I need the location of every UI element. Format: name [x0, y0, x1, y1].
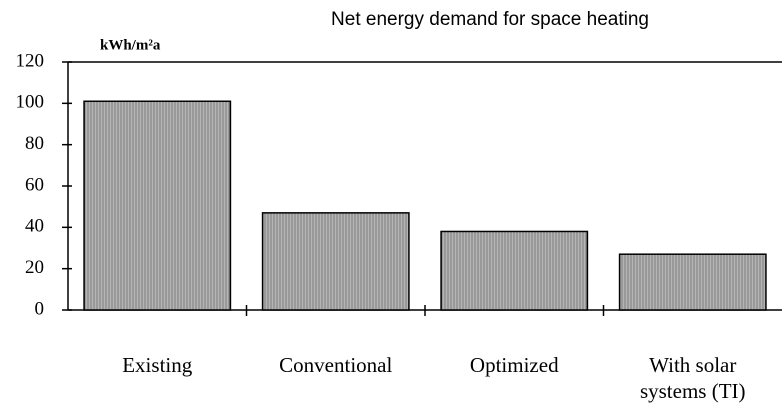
y-tick-label: 120: [16, 50, 45, 71]
x-tick-label: Optimized: [469, 353, 559, 377]
bar: [83, 100, 232, 311]
x-tick-label: Conventional: [279, 353, 393, 377]
bar: [261, 212, 410, 311]
x-tick-label: Existing: [122, 353, 193, 377]
y-tick-label: 20: [25, 257, 44, 278]
chart-title: Net energy demand for space heating: [331, 9, 649, 30]
y-tick-label: 60: [25, 174, 44, 195]
y-axis-label: kWh/m²a: [100, 37, 161, 53]
y-tick-label: 80: [25, 133, 44, 154]
x-tick-label: With solar systems (TI): [639, 353, 746, 403]
bar: [440, 230, 589, 311]
y-tick-label: 40: [25, 216, 44, 237]
bar: [618, 253, 767, 311]
y-tick-label: 0: [35, 298, 45, 319]
y-tick-label: 100: [16, 92, 45, 113]
